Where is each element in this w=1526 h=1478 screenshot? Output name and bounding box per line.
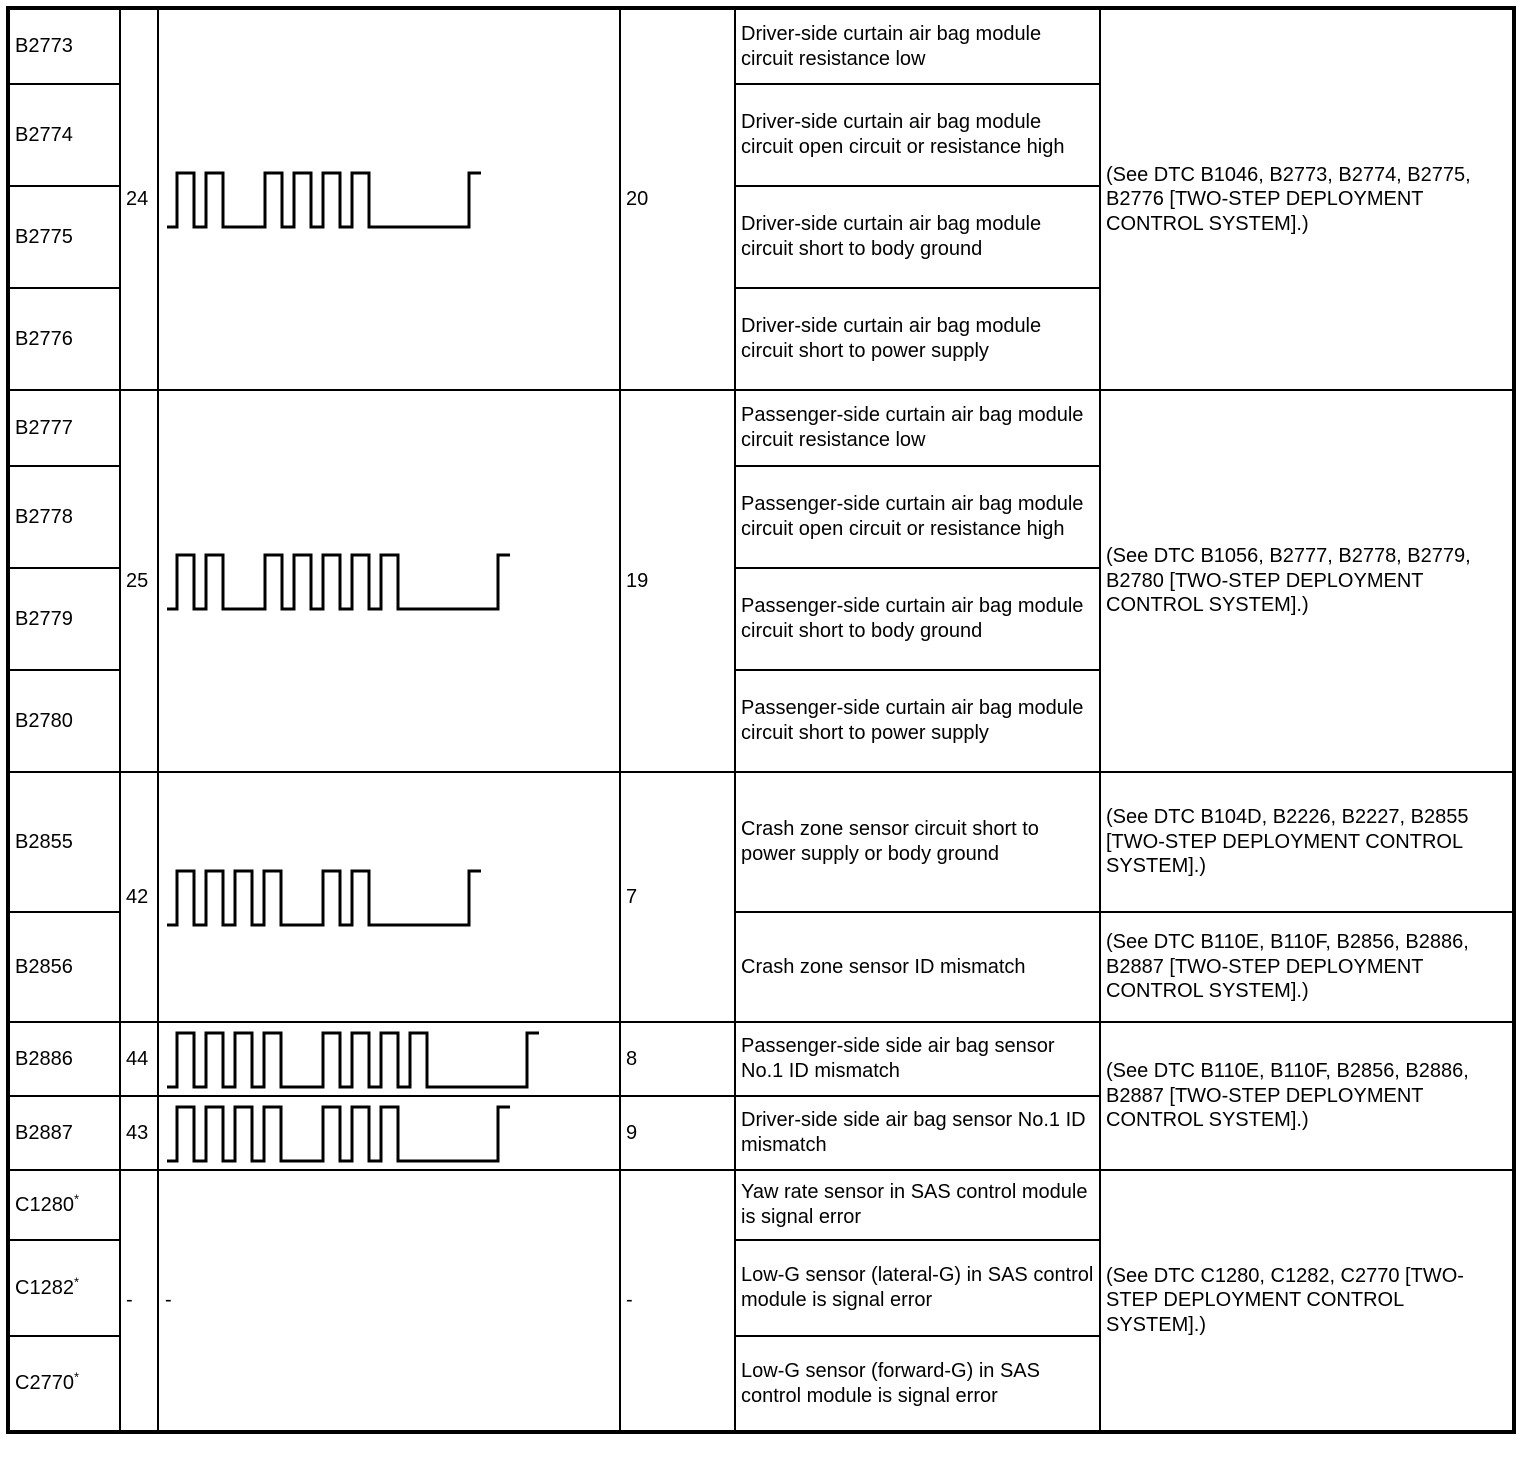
dtc-code: C2770 bbox=[15, 1372, 74, 1395]
table-row: B2779 Passenger-side curtain air bag mod… bbox=[7, 567, 1514, 671]
dtc-code: B2777 bbox=[15, 416, 73, 439]
code-number-cell: 8 bbox=[619, 1021, 736, 1097]
dtc-code: B2778 bbox=[15, 505, 73, 528]
flash-code-cell: 24 bbox=[119, 7, 159, 391]
dtc-code: B2773 bbox=[15, 35, 73, 58]
flash-pattern-waveform bbox=[167, 171, 481, 229]
waveform-cell bbox=[157, 389, 621, 773]
dtc-code: B2776 bbox=[15, 327, 73, 350]
flash-code-cell: 43 bbox=[119, 1095, 159, 1171]
dtc-code: B2887 bbox=[15, 1121, 73, 1144]
reference-cell: (See DTC B104D, B2226, B2227, B2855 [TWO… bbox=[1099, 771, 1515, 913]
malfunction-description-cell: Crash zone sensor ID mismatch bbox=[734, 911, 1101, 1023]
reference-cell: (See DTC C1280, C1282, C2770 [TWO-STEP D… bbox=[1099, 1169, 1515, 1433]
dtc-code-cell: B2778 bbox=[7, 465, 121, 569]
flash-pattern-waveform bbox=[167, 869, 481, 926]
code-number-cell: 7 bbox=[619, 771, 736, 1023]
reference-cell: (See DTC B1046, B2773, B2774, B2775, B27… bbox=[1099, 7, 1515, 391]
table-row: C2770* Low-G sensor (forward-G) in SAS c… bbox=[7, 1335, 1514, 1433]
asterisk-note: * bbox=[73, 1274, 79, 1290]
malfunction-description-cell: Driver-side curtain air bag module circu… bbox=[734, 287, 1101, 391]
dtc-code-cell: B2887 bbox=[7, 1095, 121, 1171]
waveform-cell bbox=[157, 771, 621, 1023]
dtc-code-cell: C2770* bbox=[7, 1335, 121, 1433]
waveform-cell bbox=[157, 1095, 621, 1171]
malfunction-description-cell: Passenger-side curtain air bag module ci… bbox=[734, 389, 1101, 467]
dtc-code-cell: B2777 bbox=[7, 389, 121, 467]
malfunction-description-cell: Passenger-side curtain air bag module ci… bbox=[734, 669, 1101, 773]
dtc-code-cell: B2780 bbox=[7, 669, 121, 773]
flash-code-cell: - bbox=[119, 1169, 159, 1433]
malfunction-description-cell: Driver-side side air bag sensor No.1 ID … bbox=[734, 1095, 1101, 1171]
dtc-code: B2780 bbox=[15, 709, 73, 732]
dtc-code-cell: B2776 bbox=[7, 287, 121, 391]
dtc-code: C1280 bbox=[15, 1193, 74, 1216]
table-row: B2855 42 7 Crash zone sensor circuit sho… bbox=[7, 771, 1515, 1023]
reference-cell: (See DTC B110E, B110F, B2856, B2886, B28… bbox=[1099, 1021, 1515, 1171]
dtc-code-cell: C1282* bbox=[7, 1239, 121, 1337]
dtc-code-cell: B2856 bbox=[7, 911, 121, 1023]
table-row: B2886 44 8 Passenger-side side air bag s… bbox=[7, 1021, 1515, 1171]
dtc-code-cell: B2774 bbox=[7, 83, 121, 187]
dtc-code: B2886 bbox=[15, 1047, 73, 1070]
dtc-code-cell: B2779 bbox=[7, 567, 121, 671]
malfunction-description-cell: Driver-side curtain air bag module circu… bbox=[734, 83, 1101, 187]
code-number-cell: - bbox=[619, 1169, 736, 1433]
table-row: B2773 24 20 Driver-side curtain air bag … bbox=[7, 7, 1515, 391]
dtc-flash-code-table: B2773 24 20 Driver-side curtain air bag … bbox=[6, 6, 1516, 1434]
code-number-cell: 20 bbox=[619, 7, 736, 391]
flash-pattern-waveform bbox=[167, 553, 510, 610]
flash-code-cell: 44 bbox=[119, 1021, 159, 1097]
malfunction-description-cell: Yaw rate sensor in SAS control module is… bbox=[734, 1169, 1101, 1241]
dtc-code-cell: B2886 bbox=[7, 1021, 121, 1097]
dtc-code-cell: B2775 bbox=[7, 185, 121, 289]
malfunction-description-cell: Crash zone sensor circuit short to power… bbox=[734, 771, 1101, 913]
dtc-code-cell: C1280* bbox=[7, 1169, 121, 1241]
dtc-code: B2856 bbox=[15, 955, 73, 978]
malfunction-description-cell: Low-G sensor (lateral-G) in SAS control … bbox=[734, 1239, 1101, 1337]
table-row: C1280* - - - Yaw rate sensor in SAS cont… bbox=[7, 1169, 1515, 1433]
table-row: B2776 Driver-side curtain air bag module… bbox=[7, 287, 1514, 391]
table-row: B2777 25 19 Passenger-side curtain air b… bbox=[7, 389, 1515, 773]
dtc-code: B2775 bbox=[15, 225, 73, 248]
dtc-code: B2779 bbox=[15, 607, 73, 630]
waveform-cell bbox=[157, 1021, 621, 1097]
dtc-code: B2855 bbox=[15, 830, 73, 853]
waveform-cell: - bbox=[157, 1169, 621, 1433]
malfunction-description-cell: Passenger-side curtain air bag module ci… bbox=[734, 567, 1101, 671]
table-row: B2778 Passenger-side curtain air bag mod… bbox=[7, 465, 1514, 569]
asterisk-note: * bbox=[73, 1369, 79, 1385]
waveform-cell bbox=[157, 7, 621, 391]
reference-cell: (See DTC B1056, B2777, B2778, B2779, B27… bbox=[1099, 389, 1515, 773]
reference-cell: (See DTC B110E, B110F, B2856, B2886, B28… bbox=[1099, 911, 1515, 1023]
dtc-code-cell: B2855 bbox=[7, 771, 121, 913]
table-row: B2856 Crash zone sensor ID mismatch (See… bbox=[7, 911, 1515, 1023]
table-row: B2775 Driver-side curtain air bag module… bbox=[7, 185, 1514, 289]
table-row: C1282* Low-G sensor (lateral-G) in SAS c… bbox=[7, 1239, 1514, 1337]
table-row: B2887 43 9 Driver-side side air bag sens… bbox=[7, 1095, 1514, 1171]
code-number-cell: 9 bbox=[619, 1095, 736, 1171]
malfunction-description-cell: Driver-side curtain air bag module circu… bbox=[734, 7, 1101, 85]
table-row: B2774 Driver-side curtain air bag module… bbox=[7, 83, 1514, 187]
flash-code-cell: 25 bbox=[119, 389, 159, 773]
asterisk-note: * bbox=[73, 1191, 79, 1207]
flash-pattern-waveform bbox=[167, 1105, 510, 1162]
table-row: B2780 Passenger-side curtain air bag mod… bbox=[7, 669, 1514, 773]
malfunction-description-cell: Driver-side curtain air bag module circu… bbox=[734, 185, 1101, 289]
dtc-code: C1282 bbox=[15, 1276, 74, 1299]
dtc-code: B2774 bbox=[15, 123, 73, 146]
code-number-cell: 19 bbox=[619, 389, 736, 773]
malfunction-description-cell: Passenger-side curtain air bag module ci… bbox=[734, 465, 1101, 569]
flash-code-cell: 42 bbox=[119, 771, 159, 1023]
malfunction-description-cell: Passenger-side side air bag sensor No.1 … bbox=[734, 1021, 1101, 1097]
flash-pattern-waveform bbox=[167, 1031, 539, 1088]
malfunction-description-cell: Low-G sensor (forward-G) in SAS control … bbox=[734, 1335, 1101, 1433]
dtc-code-cell: B2773 bbox=[7, 7, 121, 85]
